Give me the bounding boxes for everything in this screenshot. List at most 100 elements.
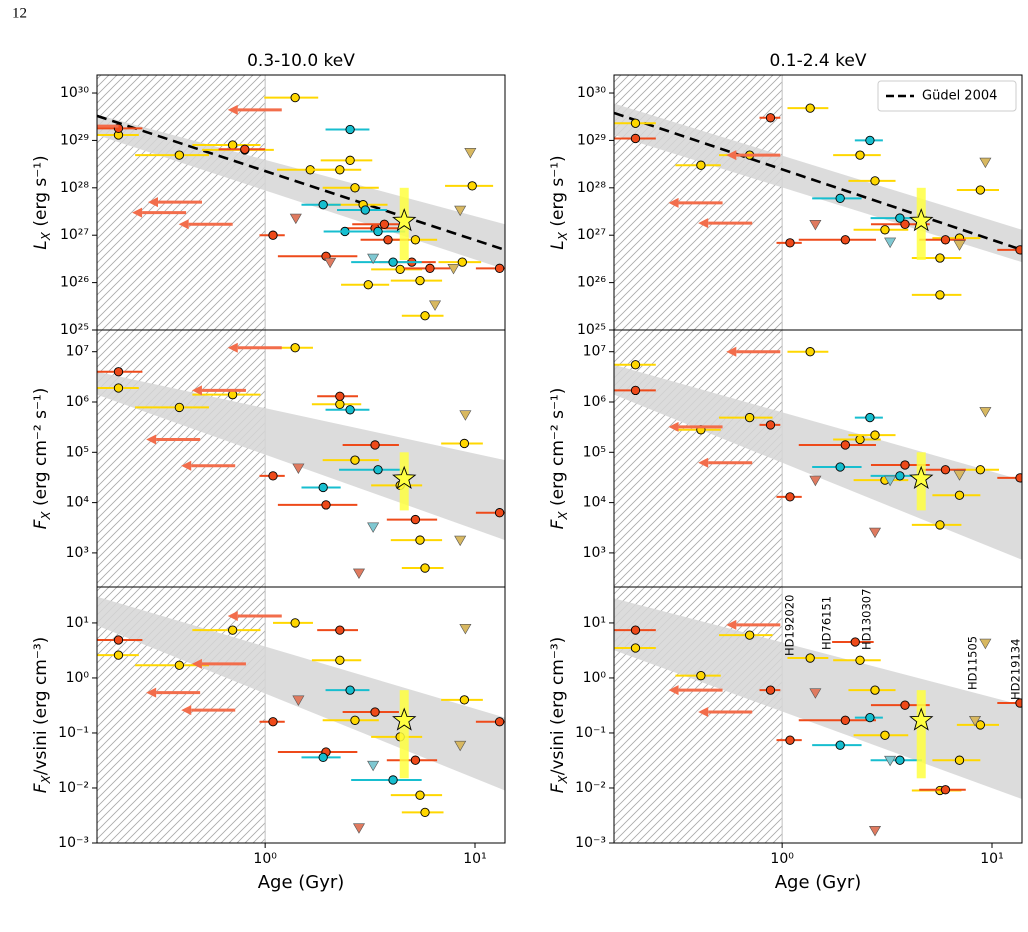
data-point [835, 462, 845, 472]
data-point [360, 205, 370, 215]
upper-limit [979, 407, 992, 418]
y-label-unit: (erg cm⁻² s⁻¹) [31, 388, 51, 512]
y-axis-label: LX (erg s⁻¹) [31, 155, 53, 249]
y-tick-label: 10⁰ [583, 670, 607, 686]
upper-limit [447, 264, 460, 275]
age-upper-limit [698, 707, 753, 718]
data-point [765, 113, 776, 123]
upper-limit [979, 638, 992, 650]
sun-marker [392, 208, 417, 232]
x-tick-label: 10¹ [980, 851, 1003, 867]
upper-limit [868, 826, 882, 837]
upper-limit [809, 475, 822, 487]
data-point [459, 438, 470, 449]
data-point [113, 635, 124, 645]
y-tick-label: 10⁻² [58, 780, 89, 796]
arrow-head [726, 150, 737, 161]
data-point [494, 717, 505, 727]
data-point [388, 775, 398, 785]
y-label-symbol: F [548, 783, 568, 793]
upper-limit [352, 568, 366, 580]
data-point [363, 280, 373, 290]
data-point [880, 225, 890, 235]
data-point [865, 135, 875, 146]
y-tick-label: 10¹ [66, 615, 89, 631]
upper-limit [979, 157, 992, 169]
data-point [785, 238, 795, 248]
fit-line [614, 111, 1022, 252]
y-axis-label: FX (erg cm⁻² s⁻¹) [31, 388, 53, 530]
arrow-head [181, 705, 192, 716]
model-band [614, 364, 1022, 560]
data-point [900, 700, 910, 710]
data-point [765, 685, 776, 695]
data-point [410, 514, 421, 525]
data-point [765, 420, 776, 430]
y-tick-label: 10¹ [583, 615, 606, 631]
panel: 10³ 10⁴ 10⁵ 10⁶ 10⁷ FX (erg cm⁻² s⁻¹) [31, 329, 506, 592]
y-tick-label: 10²⁷ [60, 227, 89, 243]
age-upper-limit [181, 460, 236, 471]
y-tick-label: 10⁴ [66, 495, 90, 511]
data-point [805, 347, 815, 357]
age-upper-limit [178, 219, 233, 230]
data-point [345, 685, 355, 695]
data-point [870, 685, 880, 695]
y-label-subscript: X [556, 511, 570, 521]
upper-limit [953, 240, 966, 251]
age-upper-limit [191, 385, 246, 396]
age-upper-limit [181, 705, 236, 716]
x-tick-label: 10⁰ [770, 851, 794, 867]
data-point [113, 383, 124, 393]
data-point [744, 412, 755, 423]
data-point [268, 717, 278, 727]
arrow-head [181, 460, 192, 471]
age-upper-limit [726, 346, 781, 357]
hatched-region [97, 330, 266, 587]
data-point [395, 264, 405, 275]
data-point [895, 755, 905, 765]
age-upper-limit [227, 104, 282, 115]
data-point [895, 213, 905, 223]
y-tick-label: 10²⁶ [60, 275, 89, 291]
y-tick-label: 10⁷ [66, 344, 89, 360]
upper-limit [884, 755, 897, 767]
upper-limit [367, 760, 380, 772]
age-upper-limit [146, 434, 201, 445]
panel: 10²⁵ 10²⁶ 10²⁷ 10²⁸ 10²⁹ 10³⁰ 0.1-2.4 keV LX (e… [548, 51, 1023, 338]
data-point [415, 275, 425, 286]
arrow-head [227, 104, 238, 115]
data-point [373, 226, 383, 237]
data-point [113, 650, 124, 660]
y-tick-label: 10³ [66, 545, 89, 561]
panel-title: 0.1-2.4 keV [770, 51, 867, 71]
data-point [335, 165, 345, 175]
star-annotation: HD11505 [966, 636, 980, 690]
star-annotation: HD76151 [820, 596, 834, 650]
y-tick-label: 10²⁸ [60, 180, 89, 196]
data-point [388, 257, 398, 267]
upper-limit [868, 527, 882, 539]
y-label-unit: /vsini (erg cm⁻³) [548, 637, 568, 776]
sun-range [399, 690, 409, 779]
data-point [630, 133, 641, 144]
y-tick-label: 10³⁰ [60, 85, 89, 101]
data-point [805, 103, 815, 113]
age-upper-limit [726, 150, 781, 161]
data-point [865, 412, 875, 423]
data-point [975, 465, 985, 475]
star-annotation: HD130307 [860, 589, 874, 650]
y-label-subscript: X [39, 511, 53, 521]
upper-limit [352, 823, 366, 834]
plot-area [97, 587, 505, 843]
star-annotation: HD192020 [783, 595, 797, 656]
data-point [954, 490, 965, 500]
data-point [318, 482, 328, 493]
axes-frame [613, 586, 1023, 844]
plot-area [614, 75, 1022, 330]
upper-limit [367, 522, 380, 533]
data-point [900, 219, 910, 229]
data-point [494, 508, 505, 518]
upper-limit [292, 463, 305, 474]
age-upper-limit [698, 457, 753, 468]
